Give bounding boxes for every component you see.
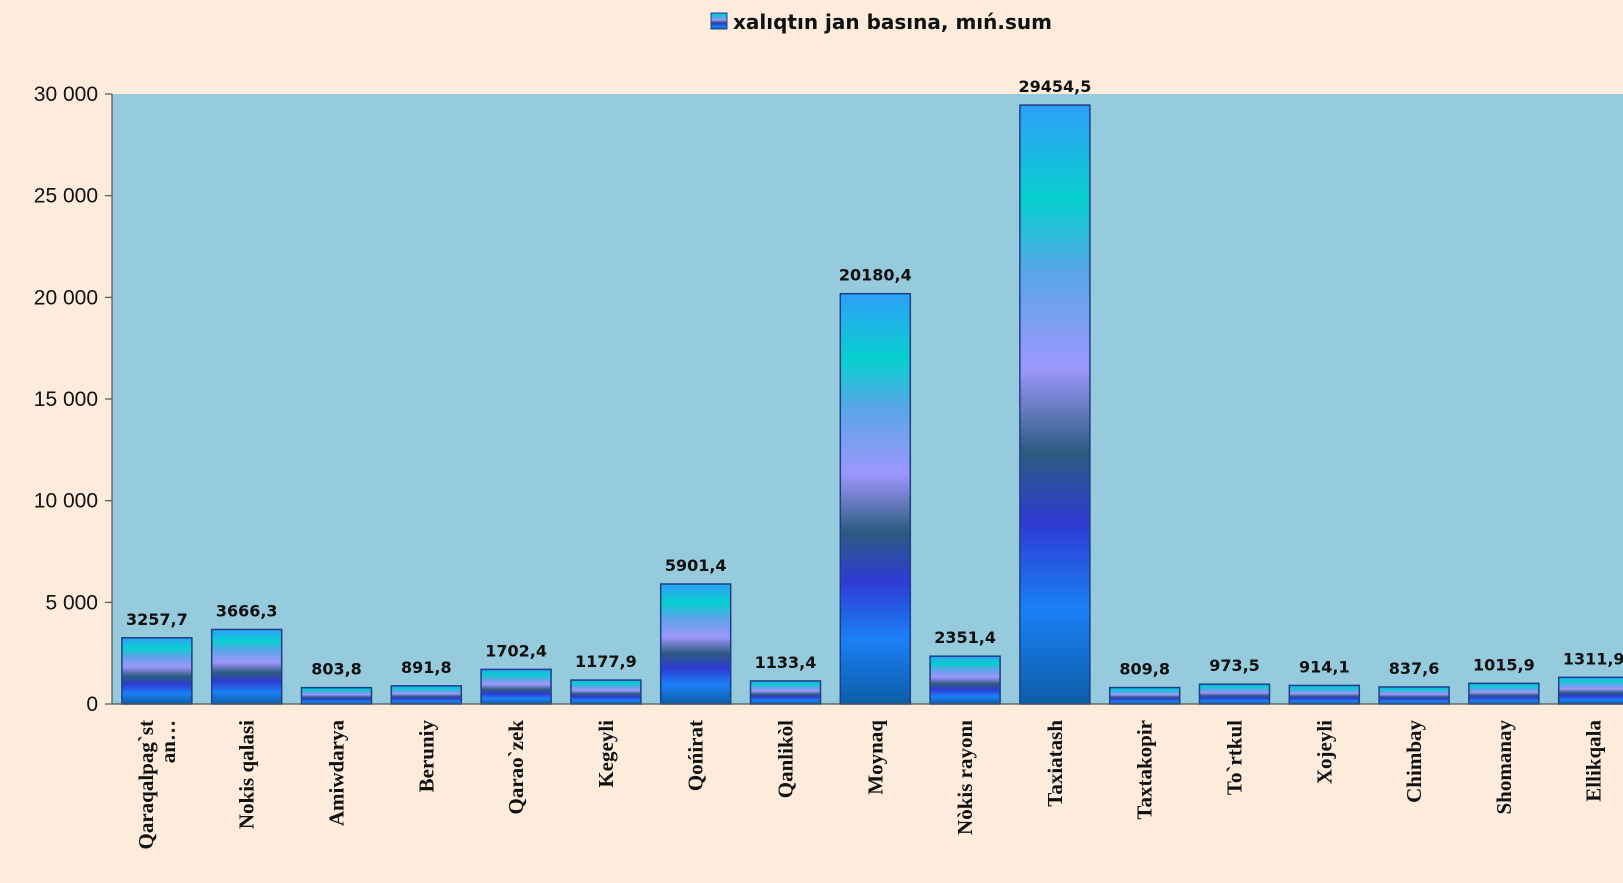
x-tick-label: Chimbay <box>1402 720 1426 803</box>
x-tick-label-line: Qanlikòl <box>774 720 798 798</box>
x-tick-label: Amiwdarya <box>325 720 349 827</box>
x-tick-label: Qanlikòl <box>774 720 798 798</box>
x-tick-label: To`rtkul <box>1223 720 1247 795</box>
bar-value-label: 803,8 <box>311 660 362 679</box>
x-tick-label: Shomanay <box>1492 720 1516 815</box>
bar-value-label: 2351,4 <box>934 628 996 647</box>
x-tick-label-line: Nòkis rayonı <box>953 720 977 835</box>
x-tick-label-line: Moynaq <box>863 720 887 795</box>
x-tick-label-line: Kegeyli <box>594 720 618 788</box>
x-tick-label: Ellikqala <box>1582 720 1606 802</box>
bar <box>1019 104 1091 705</box>
x-tick-label-line: Amiwdarya <box>325 720 349 827</box>
x-tick-label: Taxiatash <box>1043 720 1067 807</box>
x-tick-label: Xojeyli <box>1312 720 1336 784</box>
y-axis: 0 5 000 10 000 15 000 20 000 25 000 30 000 <box>34 83 113 716</box>
bar-value-label: 1702,4 <box>485 641 547 660</box>
legend-swatch <box>710 12 728 30</box>
y-tick-label: 0 <box>86 693 98 716</box>
x-tick-label: Taxtakopir <box>1133 720 1157 820</box>
x-tick-label-line: Ellikqala <box>1582 720 1606 802</box>
bar <box>121 637 193 705</box>
bar <box>390 685 463 705</box>
value-labels: 3257,7 3666,3 803,8 891,8 1702,4 1177,9 5901,4… <box>126 77 1623 679</box>
bar <box>210 628 283 705</box>
bar-value-label: 1133,4 <box>755 653 817 672</box>
bar-value-label: 891,8 <box>401 658 452 677</box>
bar-value-label: 3666,3 <box>216 601 278 620</box>
x-tick-label: Kegeyli <box>594 720 618 788</box>
bar <box>1557 676 1623 705</box>
y-tick-label: 25 000 <box>34 185 98 208</box>
bar-value-label: 1015,9 <box>1473 655 1535 674</box>
x-tick-label-line: an… <box>156 720 180 763</box>
bar <box>1288 684 1361 705</box>
y-tick-label: 10 000 <box>34 490 98 513</box>
x-tick-label-line: Nokis qalasi <box>235 720 259 829</box>
bar <box>480 668 552 705</box>
bar <box>839 292 912 705</box>
bars <box>121 104 1623 705</box>
x-tick-label: Nokis qalasi <box>235 720 259 829</box>
x-tick-label-line: Taxiatash <box>1043 720 1067 807</box>
x-tick-label: Qarao`zek <box>504 720 528 815</box>
bar-value-label: 5901,4 <box>665 556 727 575</box>
x-tick-label: Moynaq <box>863 720 887 795</box>
bar <box>1108 686 1181 705</box>
bar <box>749 680 822 705</box>
bar <box>570 679 642 705</box>
x-tick-label: Beruniy <box>414 720 438 793</box>
bar-value-label: 29454,5 <box>1018 77 1091 96</box>
x-tick-label-line: Shomanay <box>1492 720 1516 815</box>
x-tick-label-line: Beruniy <box>414 720 438 793</box>
y-tick-label: 30 000 <box>34 83 98 106</box>
x-tick-label: Qońirat <box>684 720 708 791</box>
legend-label: xalıqtın jan basına, mıń.sum <box>733 10 1052 34</box>
bar-value-label: 809,8 <box>1119 660 1170 679</box>
x-tick-label: Nòkis rayonı <box>953 720 977 835</box>
bar-value-label: 3257,7 <box>126 610 188 629</box>
bar <box>1468 682 1540 705</box>
x-tick-label-line: Qońirat <box>684 720 708 791</box>
y-tick-label: 15 000 <box>34 388 98 411</box>
bar-value-label: 1311,9 <box>1563 649 1623 668</box>
bar-value-label: 837,6 <box>1389 659 1440 678</box>
x-tick-label-line: Qaraqalpag`st <box>134 720 158 850</box>
bar-value-label: 973,5 <box>1209 656 1260 675</box>
bar <box>659 583 732 705</box>
x-tick-label-line: Qarao`zek <box>504 720 528 815</box>
bar <box>300 686 373 705</box>
bar-value-label: 914,1 <box>1299 657 1350 676</box>
bar-value-label: 1177,9 <box>575 652 637 671</box>
legend: xalıqtın jan basına, mıń.sum <box>710 10 1052 34</box>
x-tick-label: Qaraqalpag`stan… <box>134 720 180 850</box>
bar <box>1378 686 1450 705</box>
x-tick-label-line: Taxtakopir <box>1133 720 1157 820</box>
x-tick-label-line: Xojeyli <box>1312 720 1336 784</box>
bar <box>1198 683 1271 705</box>
bar <box>929 655 1001 705</box>
x-tick-label-line: To`rtkul <box>1223 720 1247 795</box>
y-tick-label: 5 000 <box>45 591 98 614</box>
x-tick-label-line: Chimbay <box>1402 720 1426 803</box>
y-tick-label: 20 000 <box>34 286 98 309</box>
bar-value-label: 20180,4 <box>839 266 912 285</box>
